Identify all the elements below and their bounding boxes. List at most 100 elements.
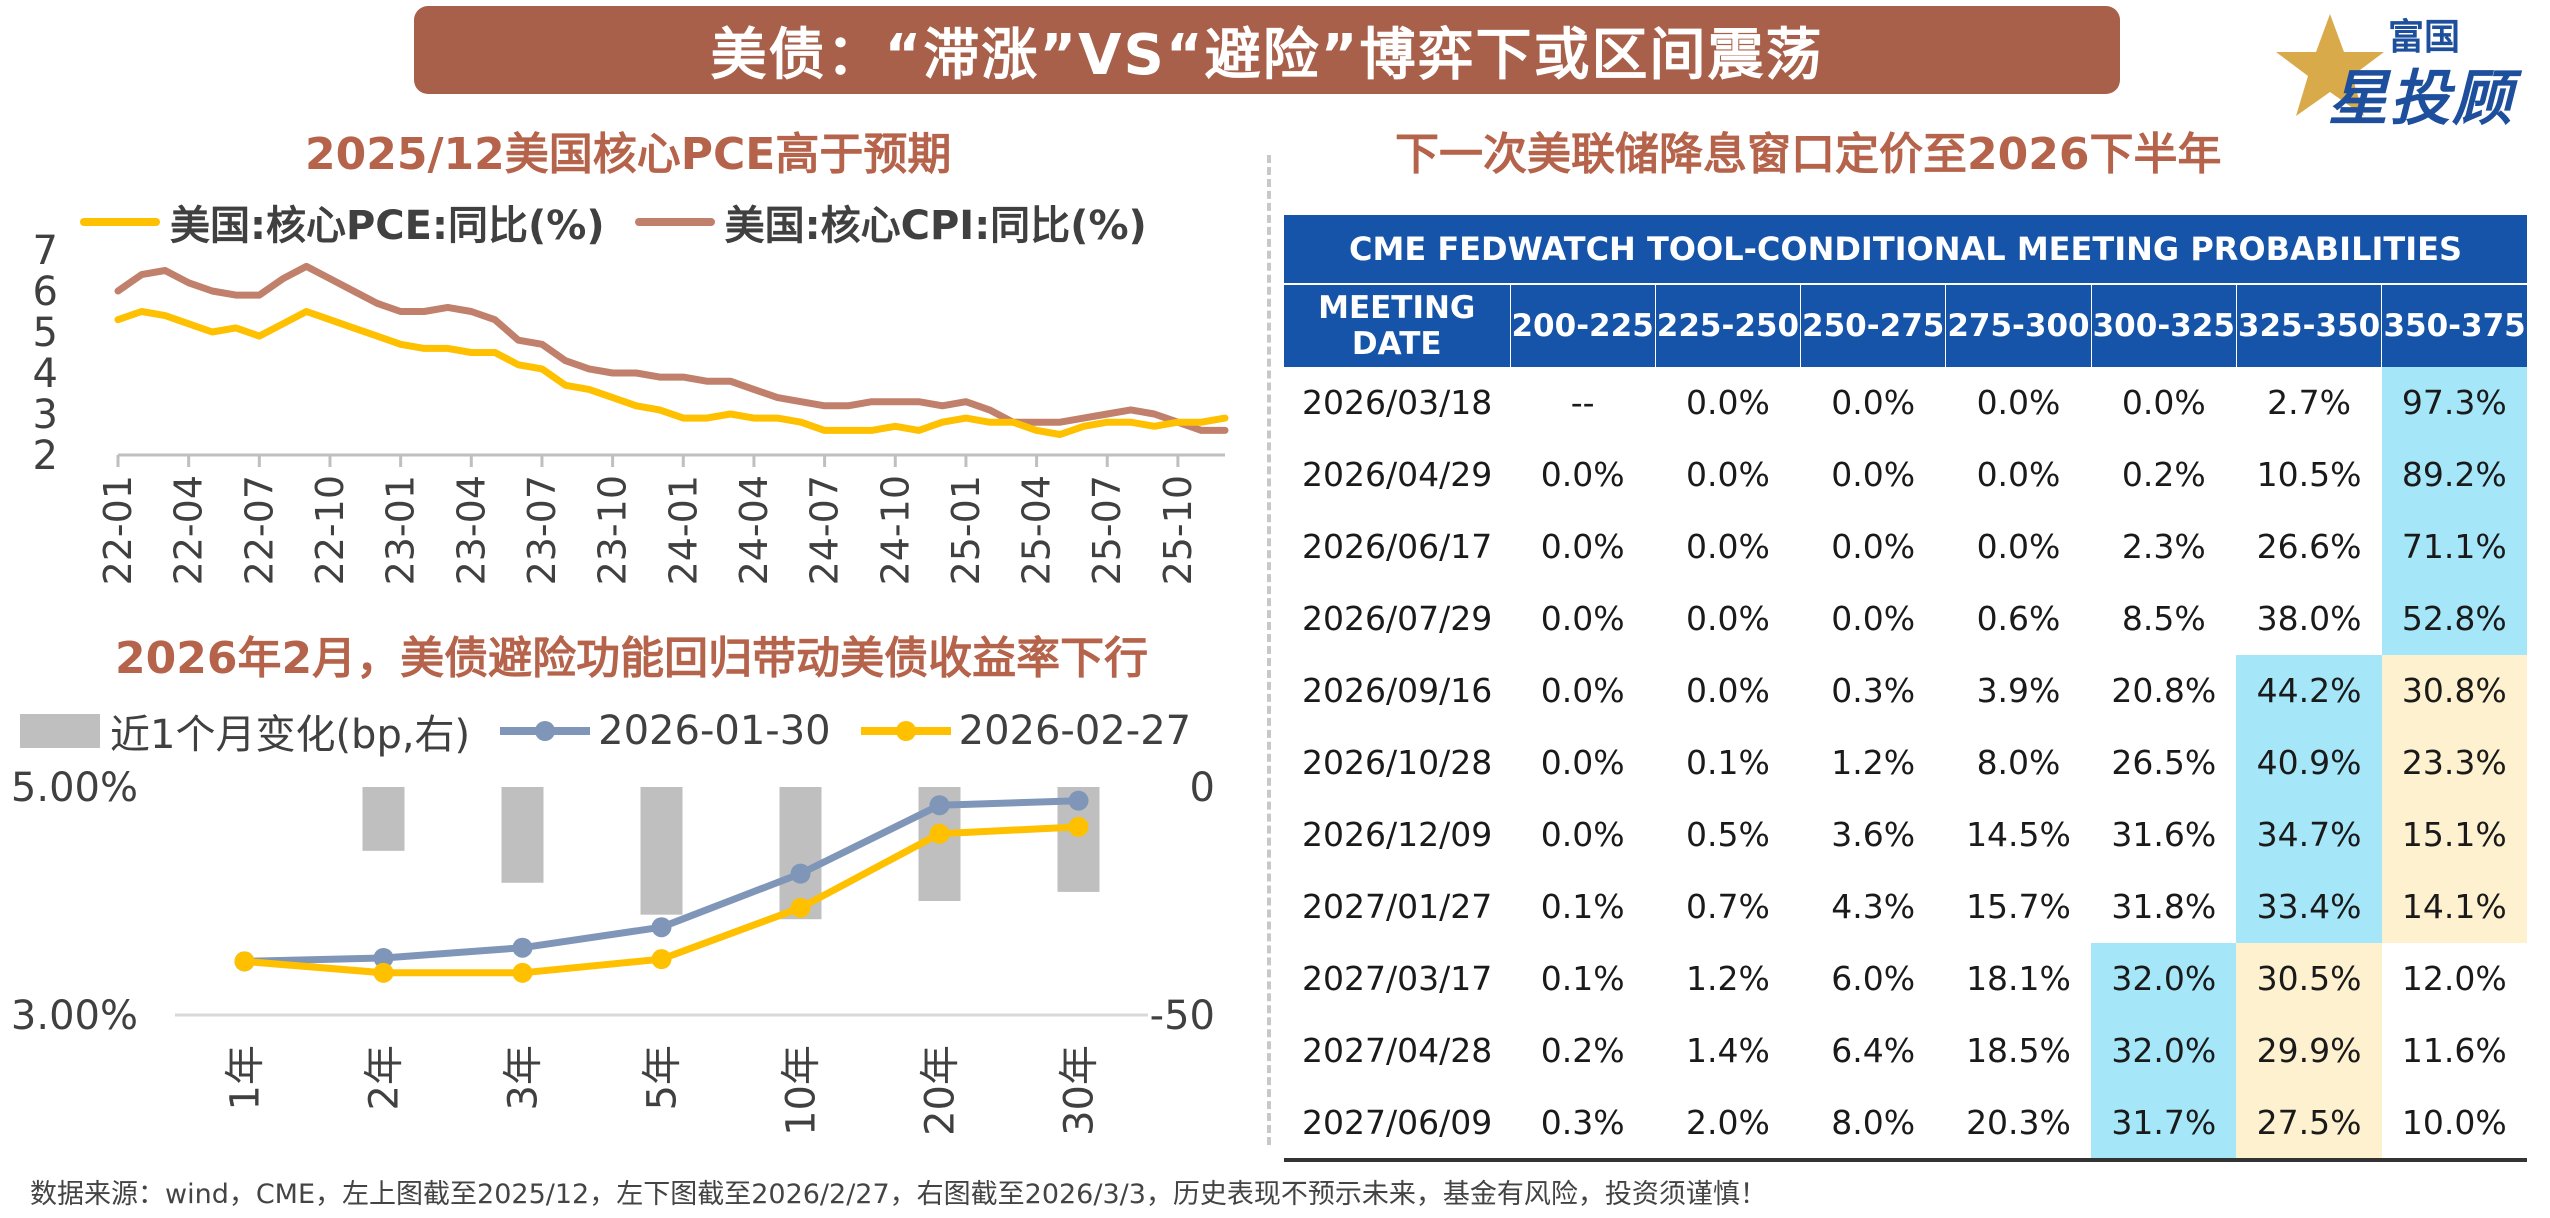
star-logo-icon [2276, 14, 2384, 116]
column-header-rate: 350-375 [2381, 284, 2527, 367]
probability-cell: 0.0% [1686, 383, 1770, 422]
legend-swatch-cpi [634, 218, 715, 226]
probability-cell: 40.9% [2236, 726, 2382, 799]
legend-swatch-feb [860, 721, 951, 741]
legend-label-jan: 2026-01-30 [598, 708, 831, 754]
probability-cell: 0.0% [1831, 527, 1916, 566]
probability-cell: 2.3% [2121, 527, 2206, 566]
table-row: 2026/07/29 0.0% 0.0% 0.0% 0.6% 8.5% 38.0% 52.8% [1284, 582, 2527, 655]
probability-cell: 20.8% [2111, 671, 2217, 710]
probability-cell: 18.1% [1966, 959, 2071, 998]
probability-cell: 15.1% [2381, 798, 2527, 871]
meeting-date-cell: 2027/04/28 [1302, 1031, 1493, 1070]
yield-x-tick: 5年 [640, 1045, 686, 1110]
pce-x-tick: 24-10 [873, 475, 917, 585]
pce-y-tick: 7 [33, 228, 58, 274]
legend-item-change: 近1个月变化(bp,右) [20, 702, 470, 760]
meeting-date-cell: 2026/12/09 [1302, 815, 1493, 854]
brand-logo-main: 星投顾 [2328, 64, 2514, 134]
legend-swatch-jan [500, 721, 591, 741]
meeting-date-cell: 2027/03/17 [1302, 959, 1493, 998]
probability-cell: 8.0% [1800, 1086, 1946, 1162]
feb-point [1068, 816, 1089, 837]
meeting-date-cell: 2027/01/27 [1302, 887, 1493, 926]
probability-cell: 89.2% [2381, 438, 2527, 511]
meeting-date-cell: 2027/06/09 [1284, 1086, 1510, 1162]
probability-cell: 15.7% [1966, 887, 2071, 926]
legend-label-pce: 美国:核心PCE:同比(%) [170, 203, 605, 249]
probability-cell: 2.0% [1655, 1086, 1801, 1162]
probability-cell: 0.0% [1540, 671, 1625, 710]
pce-x-tick: 23-01 [379, 475, 423, 585]
feb-point [929, 823, 950, 844]
probability-cell: 0.0% [1540, 815, 1625, 854]
pce-x-tick: 25-10 [1156, 475, 1200, 585]
probability-cell: 0.0% [2121, 383, 2206, 422]
meeting-date-cell: 2026/06/17 [1302, 527, 1493, 566]
meeting-date-cell: 2026/03/18 [1302, 383, 1493, 422]
feb-point [234, 951, 255, 972]
probability-cell: 6.4% [1831, 1031, 1916, 1070]
legend-label-cpi: 美国:核心CPI:同比(%) [724, 203, 1147, 249]
legend-label-feb: 2026-02-27 [958, 708, 1192, 754]
probability-cell: 0.0% [1540, 527, 1625, 566]
probability-cell: 8.0% [1976, 743, 2061, 782]
column-header-rate: 200-225 [1509, 284, 1656, 367]
yield-x-tick: 30年 [1057, 1045, 1103, 1136]
yield-x-tick: 1年 [223, 1045, 269, 1110]
source-note: 数据来源：wind，CME，左上图截至2025/12，左下图截至2026/2/2… [30, 1179, 1767, 1210]
pce-y-tick: 4 [33, 351, 58, 397]
probability-cell: 0.2% [2121, 455, 2206, 494]
meeting-date-cell: 2026/04/29 [1302, 455, 1493, 494]
pce-x-tick: 25-01 [944, 475, 988, 585]
yield-chart-title: 2026年2月，美债避险功能回归带动美债收益率下行 [115, 633, 1149, 684]
feb-point [651, 949, 672, 970]
table-row: 2027/03/17 0.1% 1.2% 6.0% 18.1% 32.0% 30.5% 12.… [1284, 942, 2527, 1015]
pce-x-tick: 23-04 [449, 475, 493, 585]
yield-x-tick: 2年 [362, 1045, 408, 1110]
yield-x-tick: 3年 [501, 1045, 547, 1110]
pce-x-tick: 22-01 [96, 475, 140, 585]
probability-cell: 0.3% [1831, 671, 1916, 710]
pce-y-tick: 3 [33, 392, 58, 438]
table-row: 2026/09/16 0.0% 0.0% 0.3% 3.9% 20.8% 44.2% 30.8… [1284, 654, 2527, 727]
fedwatch-table: CME FEDWATCH TOOL-CONDITIONAL MEETING PR… [1284, 215, 2527, 1162]
probability-cell: 34.7% [2236, 798, 2382, 871]
meeting-date-cell: 2026/09/16 [1302, 671, 1493, 710]
probability-cell: 32.0% [2091, 942, 2237, 1015]
table-row: 2026/04/29 0.0% 0.0% 0.0% 0.0% 0.2% 10.5% 89.2% [1284, 438, 2527, 511]
probability-cell: 10.5% [2256, 455, 2362, 494]
probability-cell: 27.5% [2236, 1086, 2382, 1162]
probability-cell: 14.5% [1966, 815, 2071, 854]
probability-cell: 71.1% [2381, 510, 2527, 583]
probability-cell: 38.0% [2256, 599, 2362, 638]
meeting-date-cell: 2026/07/29 [1302, 599, 1493, 638]
probability-cell: 1.2% [1831, 743, 1916, 782]
legend-item-feb: 2026-02-27 [860, 708, 1192, 754]
probability-cell: 0.1% [1540, 887, 1625, 926]
probability-cell: 0.0% [1540, 455, 1625, 494]
brand-logo: 富国 星投顾 [2270, 6, 2540, 134]
column-header-rate: 300-325 [2090, 284, 2237, 367]
probability-cell: 1.2% [1686, 959, 1770, 998]
pce-x-tick: 22-10 [308, 475, 352, 585]
probability-cell: 33.4% [2236, 870, 2382, 943]
probability-cell: 0.7% [1686, 887, 1770, 926]
yield-right-tick: -50 [1150, 993, 1215, 1039]
probability-cell: 0.2% [1540, 1031, 1625, 1070]
table-row: 2026/03/18 -- 0.0% 0.0% 0.0% 0.0% 2.7% 97.3% [1284, 367, 2527, 439]
probability-cell: 12.0% [2401, 959, 2507, 998]
column-header-rate: 250-275 [1800, 284, 1946, 367]
probability-cell: 0.0% [1686, 671, 1770, 710]
yield-left-tick: 3.00% [11, 993, 138, 1039]
probability-cell: 10.0% [2381, 1086, 2527, 1162]
probability-cell: 0.0% [1976, 455, 2061, 494]
pce-x-tick: 24-01 [661, 475, 705, 585]
probability-cell: 20.3% [1945, 1086, 2092, 1162]
probability-cell: 23.3% [2381, 726, 2527, 799]
jan-point [790, 863, 811, 884]
probability-cell: 31.8% [2111, 887, 2217, 926]
probability-cell: 0.0% [1831, 383, 1916, 422]
probability-cell: 44.2% [2236, 654, 2382, 727]
pce-x-tick: 23-10 [591, 475, 635, 585]
